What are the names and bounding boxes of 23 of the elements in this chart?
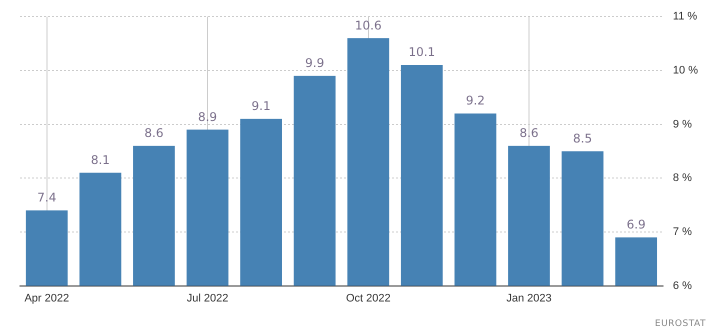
data-label: 8.6 (144, 126, 164, 140)
text: EUROSTAT (654, 319, 706, 329)
data-label: 7.4 (37, 190, 56, 205)
data-label: 8.1 (90, 152, 110, 167)
y-tick-label: 7 % (672, 226, 692, 238)
x-tick-label: Jul 2022 (186, 292, 228, 304)
x-tick-label: Jan 2023 (506, 292, 552, 304)
data-label: 9.9 (305, 56, 324, 70)
data-label: 10.1 (408, 45, 436, 60)
data-label: 6.9 (626, 217, 646, 232)
data-label: 9.2 (466, 94, 485, 108)
data-label: 9.1 (252, 99, 271, 114)
x-tick-label: Apr 2022 (24, 292, 70, 304)
y-tick-label: 11 % (672, 10, 698, 23)
data-label: 10.6 (354, 18, 382, 32)
y-tick-label: 8 % (672, 172, 692, 184)
data-label: 8.6 (519, 126, 539, 140)
y-tick-label: 6 % (672, 280, 692, 292)
data-label: 8.9 (198, 110, 218, 124)
y-tick-label: 10 % (672, 64, 698, 76)
y-tick-label: 9 % (672, 118, 692, 130)
x-tick-label: Oct 2022 (346, 292, 391, 304)
data-label: 8.5 (573, 131, 592, 146)
